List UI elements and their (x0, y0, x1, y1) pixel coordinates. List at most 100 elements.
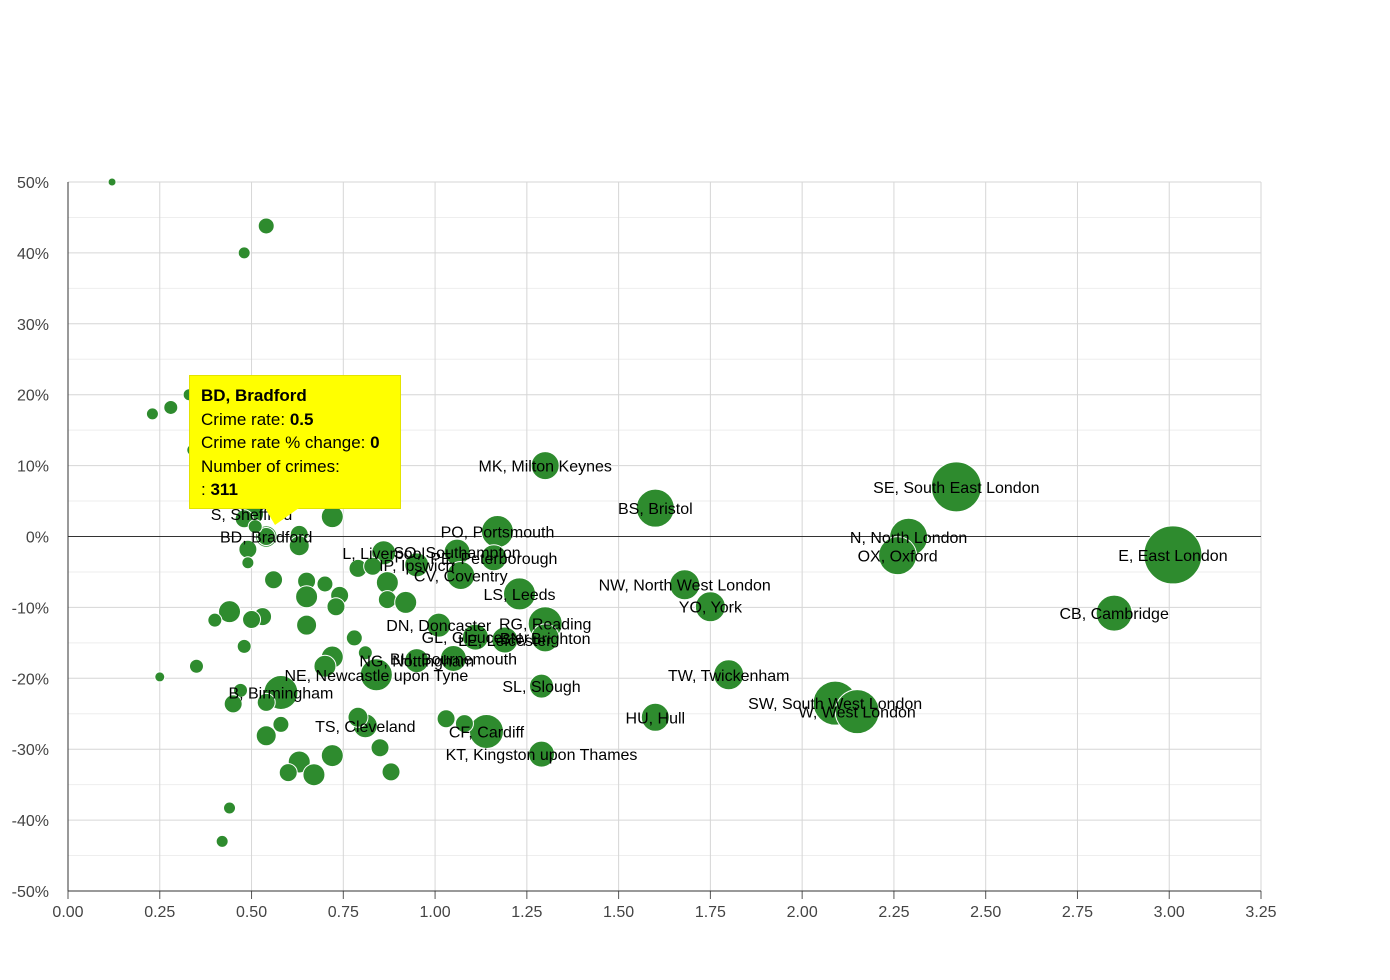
bubble-point[interactable] (264, 570, 284, 590)
bubble-label: E, East London (1118, 548, 1227, 565)
bubble-point[interactable] (529, 673, 555, 699)
x-tick-label: 1.75 (695, 904, 726, 921)
bubble-point[interactable] (404, 648, 430, 674)
bubble-label: TS, Cleveland (315, 719, 416, 736)
bubble-label: B, Birmingham (228, 685, 333, 702)
bubble-label: L, Liverpool (342, 546, 425, 563)
y-tick-label: 0% (26, 530, 49, 547)
bubble-point[interactable] (530, 623, 560, 653)
bubble-label: PO, Portsmouth (441, 525, 555, 542)
bubble-label: BS, Bristol (618, 501, 693, 518)
bubble-label: BD, Bradford (220, 530, 312, 547)
bubble-label: LE, Leicester (458, 633, 552, 650)
bubble-point[interactable] (316, 575, 334, 593)
bubble-label: RG, Reading (499, 617, 592, 634)
bubble-point[interactable] (426, 612, 452, 638)
bubble-point[interactable] (363, 556, 383, 576)
bubble-point[interactable] (223, 801, 237, 815)
bubble-point[interactable] (236, 638, 252, 654)
y-tick-label: -40% (12, 813, 49, 830)
bubble-point[interactable] (357, 645, 373, 661)
bubble-point[interactable] (215, 834, 229, 848)
bubble-point[interactable] (454, 714, 474, 734)
bubble-point[interactable] (278, 763, 298, 783)
bubble-point[interactable] (242, 609, 262, 629)
bubble-point[interactable] (480, 544, 508, 572)
bubble-point[interactable] (834, 689, 880, 735)
bubble-label: PE, Peterborough (430, 551, 557, 568)
x-tick-label: 1.25 (511, 904, 542, 921)
x-tick-label: 2.25 (878, 904, 909, 921)
bubble-point[interactable] (295, 585, 319, 609)
bubble-point[interactable] (257, 217, 275, 235)
bubble-point[interactable] (345, 629, 363, 647)
bubble-point[interactable] (394, 590, 418, 614)
bubble-point[interactable] (669, 569, 701, 601)
bubble-point[interactable] (439, 644, 467, 672)
bubble-point[interactable] (218, 600, 242, 624)
tooltip-rate-value: 0.5 (289, 409, 314, 429)
bubble-point[interactable] (320, 744, 344, 768)
bubble-label: DN, Doncaster (386, 618, 492, 635)
bubble-point[interactable] (188, 658, 204, 674)
data-tooltip: BD, Bradford Crime rate: 0.5 Crime rate … (189, 375, 401, 525)
bubble-point[interactable] (272, 715, 290, 733)
bubble-point[interactable] (530, 451, 560, 481)
x-tick-label: 0.00 (52, 904, 83, 921)
bubble-point[interactable] (326, 597, 346, 617)
bubble-point[interactable] (359, 658, 393, 692)
bubble-point[interactable] (381, 762, 401, 782)
bubble-point[interactable] (878, 536, 918, 576)
bubble-label: N, North London (850, 530, 967, 547)
bubble-point[interactable] (436, 709, 456, 729)
bubble-point[interactable] (154, 671, 166, 683)
bubble-point[interactable] (713, 659, 745, 691)
bubble-highlight-ring (256, 527, 276, 546)
y-tick-label: 30% (17, 317, 49, 334)
bubble-point[interactable] (237, 246, 251, 260)
bubble-point[interactable] (461, 623, 489, 651)
bubble-point[interactable] (241, 556, 255, 570)
bubble-point[interactable] (694, 591, 726, 623)
bubbles (107, 177, 1203, 848)
bubble-point[interactable] (302, 763, 326, 787)
bubble-label: CF, Cardiff (449, 724, 525, 741)
bubble-point[interactable] (528, 740, 556, 768)
bubble-point[interactable] (207, 612, 223, 628)
bubble-point[interactable] (930, 461, 982, 513)
bubble-label: SO, Southampton (394, 545, 521, 562)
bubble-label: NE, Newcastle upon Tyne (284, 668, 468, 685)
y-tick-label: 50% (17, 175, 49, 192)
bubble-label: OX, Oxford (858, 549, 938, 566)
bubble-point[interactable] (347, 706, 369, 728)
bubble-label: IP, Ipswich (379, 558, 454, 575)
bubble-point[interactable] (288, 535, 310, 557)
tooltip-count-label: Number of crimes: (201, 456, 340, 476)
bubble-point[interactable] (247, 519, 263, 535)
bubble-label: W, West London (799, 705, 916, 722)
bubble-point[interactable] (1143, 525, 1203, 585)
bubble-point[interactable] (255, 725, 277, 747)
bubble-point[interactable] (145, 407, 159, 421)
bubble-point[interactable] (491, 626, 519, 654)
bubble-point[interactable] (446, 560, 476, 590)
bubble-point[interactable] (377, 590, 397, 610)
bubble-point[interactable] (223, 694, 243, 714)
bubble-point[interactable] (635, 488, 675, 528)
bubble-point[interactable] (256, 692, 276, 712)
bubble-point[interactable] (640, 702, 670, 732)
bubble-point[interactable] (503, 577, 537, 611)
bubble-point[interactable] (107, 177, 117, 187)
bubble-labels: MK, Milton Keynes SE, South East London BS… (211, 459, 1228, 765)
tooltip-count-value: 311 (210, 480, 238, 499)
bubble-point[interactable] (163, 399, 179, 415)
bubble-point[interactable] (370, 738, 390, 758)
bubble-point[interactable] (313, 654, 337, 678)
tooltip-change-value: 0 (370, 433, 380, 452)
bubble-point[interactable] (296, 614, 318, 636)
bubble-point[interactable] (404, 552, 430, 578)
bubble-label: SE, South East London (873, 480, 1039, 497)
bubble-point[interactable] (233, 682, 249, 698)
bubble-point[interactable] (1095, 594, 1133, 632)
